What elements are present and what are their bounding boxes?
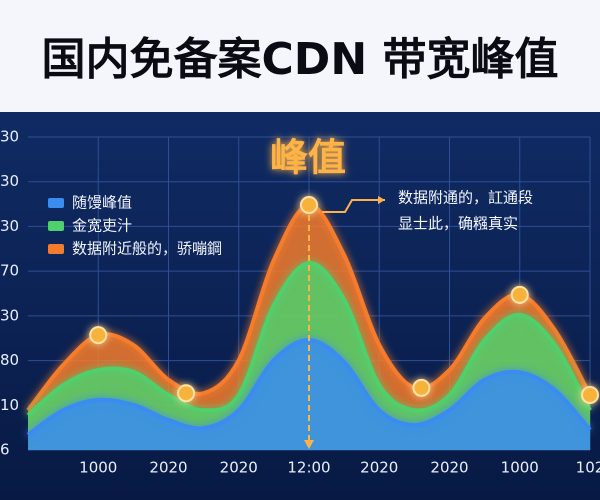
peak-arrow [304,440,314,449]
legend-label: 金宽吏汁 [72,217,132,235]
note-line: 显士此，确糨真实 [398,215,518,233]
y-tick-label: 30 [0,306,19,324]
legend-label: 数据附近般的，骄嘣鋼 [72,240,222,258]
note-arrowhead [378,196,385,204]
y-tick-label: 30 [0,217,19,235]
y-tick-label: 70 [0,262,19,280]
legend-swatch [48,221,64,231]
y-tick-label: 80 [0,351,19,369]
y-tick-label: 6 [0,441,10,459]
note-arrow [322,199,385,213]
marker [412,378,431,397]
marker [300,195,318,214]
x-tick-label: 1000 [79,459,117,477]
marker [510,285,529,304]
note-line: 数据附通的，訌通段 [398,189,533,207]
x-tick-label: 2020 [149,459,187,477]
x-tick-label: 2020 [360,459,398,477]
title-band [0,0,600,112]
legend-label: 随馒峰值 [72,194,132,212]
y-tick-label: 10 [0,396,19,414]
chart-title: 国内免备案CDN 带宽峰值 [42,34,559,85]
plot: 6 10 80 30 70 30 30 30 1000 2020 2020 12:00 2020 2020… [0,128,600,477]
peak-annotation: 峰值 [270,136,346,180]
line [26,261,592,417]
y-tick-label: 30 [0,128,19,146]
marker [177,384,196,403]
y-tick-label: 30 [0,172,19,190]
x-tick-label: 102 [576,459,600,477]
legend-swatch [48,244,64,254]
legend-swatch [48,198,64,208]
x-tick-label: 2020 [430,459,468,477]
x-tick-label: 1000 [501,459,539,477]
marker [581,386,599,405]
marker [89,326,108,345]
x-tick-label: 12:00 [287,459,330,477]
x-tick-label: 2020 [220,459,258,477]
